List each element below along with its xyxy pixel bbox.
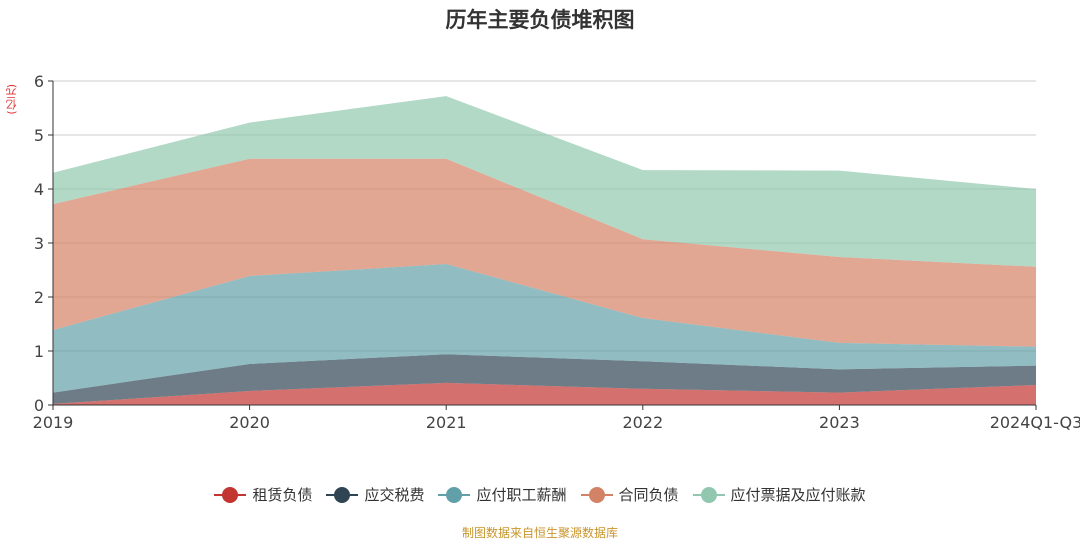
legend-marker-icon (214, 486, 247, 503)
legend-label: 合同负债 (618, 486, 679, 504)
legend-item[interactable]: 租赁负债 (214, 484, 312, 505)
x-tick-label: 2024Q1-Q3 (990, 413, 1080, 432)
chart-title: 历年主要负债堆积图 (445, 8, 635, 32)
area-series-4 (53, 96, 1036, 267)
area-series-0 (53, 382, 1036, 405)
legend: 租赁负债 应交税费 应付职工薪酬 合同负债 应付票据及应付账款 (0, 484, 1080, 505)
legend-item[interactable]: 合同负债 (580, 484, 679, 505)
y-tick-label: 3 (34, 234, 44, 253)
legend-item[interactable]: 应付职工薪酬 (438, 484, 567, 505)
source-footer: 制图数据来自恒生聚源数据库 (461, 526, 618, 540)
y-tick-label: 4 (34, 180, 44, 199)
legend-item[interactable]: 应交税费 (326, 484, 424, 505)
x-tick-label: 2022 (622, 413, 663, 432)
legend-item[interactable]: 应付票据及应付账款 (692, 484, 866, 505)
x-tick-label: 2020 (229, 413, 270, 432)
legend-label: 应付票据及应付账款 (730, 486, 866, 504)
legend-marker-icon (580, 486, 613, 503)
y-tick-label: 1 (34, 342, 44, 361)
legend-marker-icon (326, 486, 359, 503)
area-series-2 (53, 264, 1036, 393)
legend-marker-icon (438, 486, 471, 503)
area-series-1 (53, 354, 1036, 404)
x-tick-label: 2023 (819, 413, 860, 432)
y-tick-label: 6 (34, 72, 44, 91)
y-tick-label: 5 (34, 126, 44, 145)
y-tick-label: 0 (34, 396, 44, 415)
area-series-3 (53, 158, 1036, 347)
legend-marker-icon (692, 486, 725, 503)
legend-label: 应付职工薪酬 (476, 486, 567, 504)
x-tick-label: 2019 (33, 413, 74, 432)
legend-label: 租赁负债 (252, 486, 313, 504)
legend-label: 应交税费 (364, 486, 425, 504)
x-tick-label: 2021 (426, 413, 467, 432)
y-tick-label: 2 (34, 288, 44, 307)
